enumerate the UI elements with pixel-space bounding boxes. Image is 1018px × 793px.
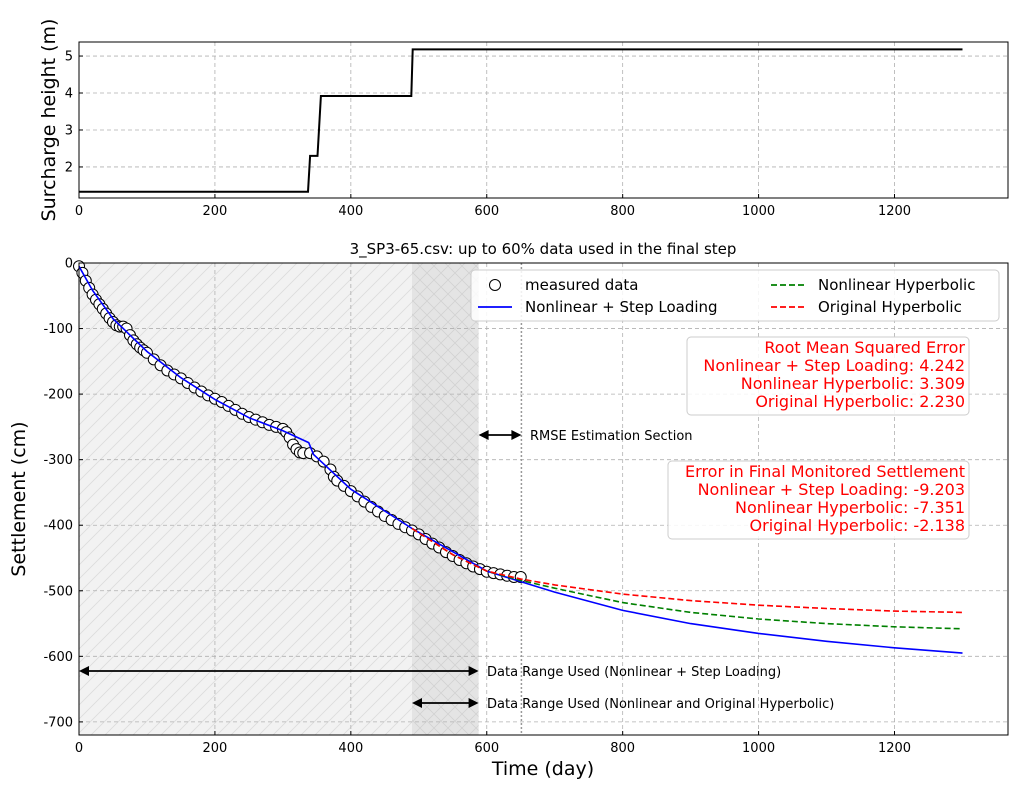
x-tick-label: 1200 bbox=[878, 204, 911, 219]
series-line-nonlinear-step-loading bbox=[78, 265, 963, 654]
hyper-range-arrow-head bbox=[468, 698, 479, 708]
rmse-section-label: RMSE Estimation Section bbox=[530, 429, 693, 444]
step-range-arrow-head bbox=[468, 666, 479, 676]
final-error-line: Nonlinear + Step Loading: -9.203 bbox=[698, 480, 965, 499]
x-tick-label: 400 bbox=[338, 204, 363, 219]
y-tick-label: 4 bbox=[65, 87, 73, 102]
rmse-line: Nonlinear Hyperbolic: 3.309 bbox=[741, 374, 965, 393]
y-tick-label: -200 bbox=[43, 388, 73, 403]
y-tick-label: -400 bbox=[43, 519, 73, 534]
legend-label: Nonlinear + Step Loading bbox=[525, 298, 718, 316]
step-range-arrow-head bbox=[79, 666, 89, 676]
x-tick-label: 1000 bbox=[742, 204, 775, 219]
y-tick-label: -600 bbox=[43, 650, 73, 665]
final-error-line: Nonlinear Hyperbolic: -7.351 bbox=[735, 498, 965, 517]
hyper-range-arrow-head bbox=[411, 698, 422, 708]
rmse-box bbox=[686, 336, 970, 416]
legend-label: Original Hyperbolic bbox=[818, 298, 962, 316]
x-tick-label: 0 bbox=[75, 741, 83, 756]
chart-title: 3_SP3-65.csv: up to 60% data used in the… bbox=[350, 240, 737, 259]
y-tick-label: -700 bbox=[43, 715, 73, 730]
y-tick-label: -500 bbox=[43, 584, 73, 599]
settlement-plot: 0 200 400 600 800 1000 1200 0 -100 -200 -300 -400 -5… bbox=[8, 240, 1009, 780]
x-tick-label: 200 bbox=[203, 741, 228, 756]
rmse-line: Root Mean Squared Error bbox=[764, 338, 965, 357]
y-tick-label: 3 bbox=[65, 123, 73, 138]
x-tick-label: 600 bbox=[474, 741, 499, 756]
final-error-box bbox=[667, 460, 970, 540]
rmse-arrow-head bbox=[511, 430, 522, 440]
hyperbolic-range-hatch bbox=[411, 263, 479, 735]
x-tick-label: 400 bbox=[338, 741, 363, 756]
y-tick-label: -100 bbox=[43, 322, 73, 337]
legend-label: Nonlinear Hyperbolic bbox=[818, 276, 975, 294]
legend-marker-measured bbox=[489, 279, 501, 291]
legend: measured data Nonlinear + Step Loading Non… bbox=[470, 269, 1000, 322]
plot-frame bbox=[78, 262, 1009, 736]
rmse-line: Original Hyperbolic: 2.230 bbox=[755, 392, 965, 411]
surcharge-plot: 0 200 400 600 800 1000 1200 2 3 4 5 Surcharge heigh… bbox=[38, 19, 1009, 222]
y-axis-label: Surcharge height (m) bbox=[38, 19, 60, 222]
x-tick-label: 600 bbox=[474, 204, 499, 219]
x-tick-label: 1200 bbox=[878, 741, 911, 756]
hyper-range-label: Data Range Used (Nonlinear and Original … bbox=[487, 697, 834, 712]
x-tick-label: 200 bbox=[203, 204, 228, 219]
measured-point bbox=[317, 455, 330, 468]
plot-frame bbox=[78, 41, 1009, 199]
rmse-arrow-head bbox=[478, 430, 489, 440]
y-axis-label: Settlement (cm) bbox=[8, 421, 30, 576]
series-line-original-hyperbolic bbox=[411, 527, 963, 614]
final-error-line: Error in Final Monitored Settlement bbox=[685, 462, 965, 481]
rmse-line: Nonlinear + Step Loading: 4.242 bbox=[703, 356, 965, 375]
x-tick-label: 800 bbox=[610, 204, 635, 219]
y-tick-label: 2 bbox=[65, 160, 73, 175]
y-tick-label: 0 bbox=[65, 257, 73, 272]
legend-box bbox=[470, 269, 1000, 322]
surcharge-line bbox=[79, 48, 963, 193]
x-tick-label: 1000 bbox=[742, 741, 775, 756]
step-range-label: Data Range Used (Nonlinear + Step Loadin… bbox=[487, 665, 781, 680]
x-axis-label: Time (day) bbox=[491, 758, 594, 780]
x-tick-label: 800 bbox=[610, 741, 635, 756]
legend-label: measured data bbox=[525, 276, 639, 294]
y-tick-label: -300 bbox=[43, 453, 73, 468]
x-tick-label: 0 bbox=[75, 204, 83, 219]
final-error-line: Original Hyperbolic: -2.138 bbox=[750, 516, 965, 535]
y-tick-label: 5 bbox=[65, 50, 73, 65]
